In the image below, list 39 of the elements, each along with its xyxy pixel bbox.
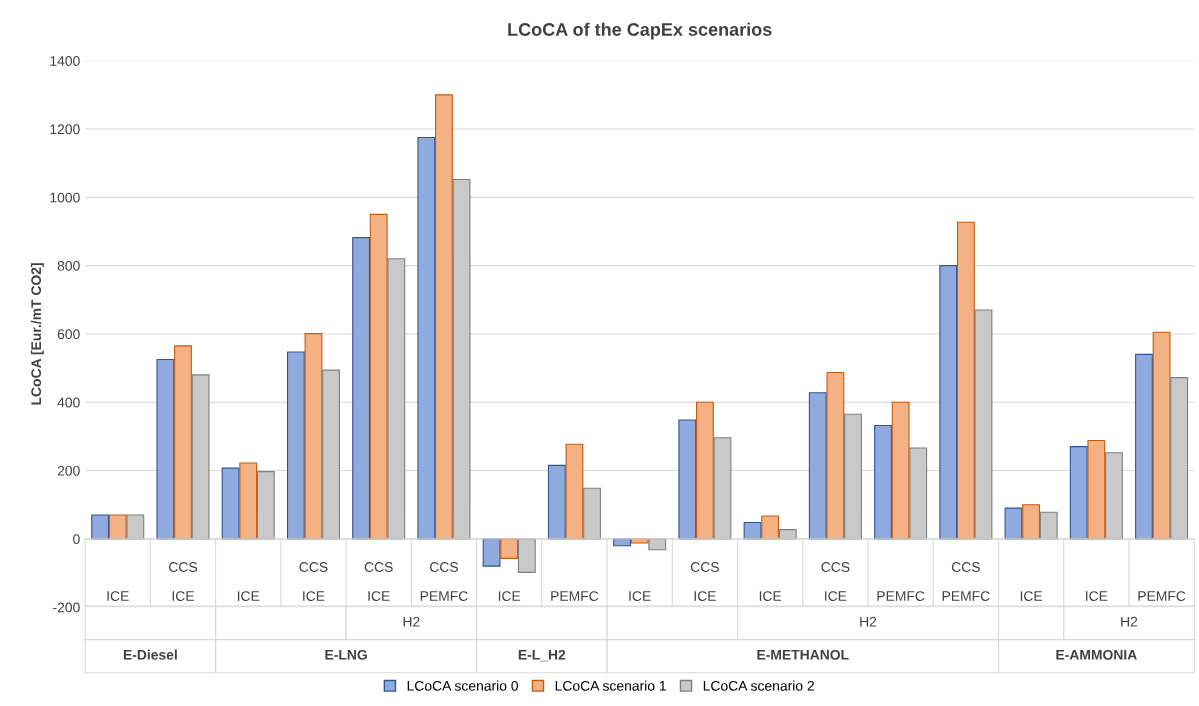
y-axis-title: LCoCA [Eur./mT CO2] [30, 263, 44, 405]
y-tick-label: 200 [57, 465, 80, 476]
chart-title: LCoCA of the CapEx scenarios [508, 22, 772, 40]
x-tick-label: ICE [498, 591, 521, 601]
y-tick-label: 400 [57, 397, 80, 408]
x-tick-label: PEMFC [1138, 591, 1186, 601]
x-tick-label: ICE [237, 591, 260, 601]
x-tick-label: ICE [1086, 591, 1108, 601]
y-tick-label: 1000 [50, 192, 80, 203]
legend-label: LCoCA scenario 1 [555, 680, 666, 691]
text: H2 [860, 616, 877, 627]
text: E-L_H2 [518, 649, 566, 662]
category-label: CCS ICE [690, 562, 719, 601]
x-tick-label: ICE [629, 591, 651, 601]
text: E-LNG [325, 649, 367, 660]
category-label: CCS ICE [821, 562, 850, 601]
x-tick-label: PEMFC [551, 591, 599, 601]
category-label: CCS ICE [364, 562, 393, 601]
text: E-Diesel [123, 649, 177, 660]
category-label: CCS ICE [299, 562, 328, 601]
y-tick-label: 0 [73, 534, 80, 545]
category-label: CCS PEMFC [942, 562, 990, 601]
x-tick-label: ICE [107, 591, 129, 601]
y-tick-label: 800 [57, 260, 80, 271]
legend-label: LCoCA scenario 2 [703, 680, 814, 691]
text: H2 [403, 616, 420, 627]
x-tick-label: PEMFC [877, 591, 925, 601]
x-tick-label: ICE [1020, 591, 1043, 601]
text: E-AMMONIA [1056, 649, 1137, 660]
y-tick-label: -200 [53, 602, 80, 613]
y-tick-label: 1400 [50, 56, 80, 66]
text: H2 [1121, 616, 1138, 627]
text: E-METHANOL [757, 649, 849, 660]
y-tick-label: 1200 [50, 124, 80, 135]
x-tick-label: ICE [759, 591, 782, 601]
category-label: CCS PEMFC [420, 562, 468, 601]
category-label: CCS ICE [169, 562, 198, 601]
y-tick-label: 600 [57, 329, 80, 340]
legend-label: LCoCA scenario 0 [407, 680, 518, 691]
